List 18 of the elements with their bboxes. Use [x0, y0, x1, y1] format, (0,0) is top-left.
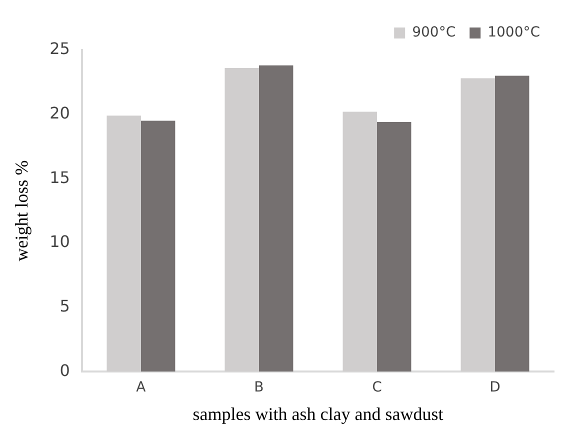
y-tick-label: 5: [60, 296, 70, 316]
x-tick-label: A: [136, 380, 146, 396]
y-tick-label: 25: [50, 39, 70, 58]
y-tick-label: 10: [50, 232, 70, 252]
bar: [376, 122, 412, 372]
x-tick-label: D: [490, 380, 500, 396]
legend-label: 900°C: [412, 24, 456, 41]
bar: [494, 76, 530, 372]
x-tick-label: B: [254, 380, 264, 396]
y-tick-label: 20: [50, 103, 70, 122]
x-tick-label: C: [372, 380, 382, 396]
y-axis-title: weight loss %: [12, 160, 32, 262]
x-axis-title: samples with ash clay and sawdust: [192, 404, 444, 424]
y-tick-label: 15: [50, 168, 70, 187]
y-tick-label: 0: [60, 360, 70, 380]
bar: [258, 65, 294, 372]
bar: [140, 120, 176, 372]
legend-label: 1000°C: [488, 24, 540, 41]
